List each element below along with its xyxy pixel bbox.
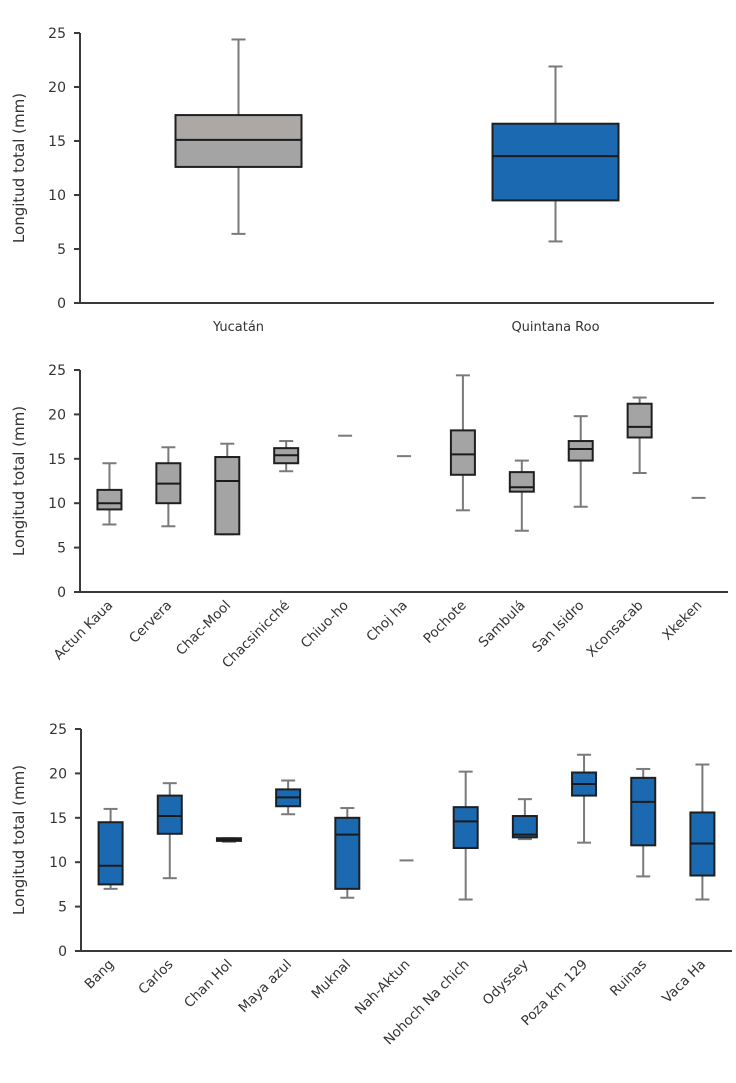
x-tick-label: Odyssey — [480, 957, 532, 1009]
box-poza-km-129 — [571, 753, 598, 844]
y-tick-label: 20 — [49, 766, 67, 782]
box-iqr — [97, 821, 124, 886]
box-vaca-ha — [689, 763, 716, 901]
x-tick-label: Chan Hol — [181, 957, 236, 1012]
box-iqr — [214, 456, 241, 536]
x-tick-label: Muknal — [308, 957, 354, 1003]
x-tick-label: Chiuo-ho — [298, 598, 352, 652]
x-tick-label: Pochote — [420, 598, 469, 647]
y-tick-label: 5 — [57, 541, 66, 557]
x-tick-label: San Isidro — [529, 598, 587, 656]
box-odyssey — [511, 798, 538, 841]
x-tick-label: Bang — [82, 957, 118, 993]
panel-3: 0 5 10 15 20 25 Longitud total (mm) Bang Carlos C… — [10, 722, 732, 1048]
x-tick-label: Yucatán — [212, 320, 264, 335]
x-tick-label: Xconsacab — [583, 598, 646, 661]
box-chan-hol — [215, 837, 242, 843]
x-tick-label: Chac-Mool — [173, 598, 234, 659]
y-tick-label: 15 — [49, 811, 67, 827]
box-iqr — [449, 429, 476, 476]
box-iqr — [626, 402, 653, 439]
box-chacsinicch- — [273, 440, 300, 473]
box-iqr — [334, 816, 361, 890]
panel-1: 0 5 10 15 20 25 Longitud total (mm) Yucatán Quin… — [10, 26, 714, 335]
y-tick-label: 25 — [48, 26, 66, 42]
box-iqr — [567, 440, 594, 462]
box-muknal — [334, 807, 361, 899]
x-tick-label: Xkeken — [659, 598, 705, 644]
x-tick-label: Nah-Aktun — [352, 957, 413, 1018]
box-ruinas — [630, 767, 657, 878]
x-tick-label: Actun Kaua — [51, 598, 117, 664]
box-lower-half — [175, 139, 302, 167]
box-carlos — [156, 782, 183, 880]
box-iqr — [96, 488, 123, 511]
box-iqr — [452, 806, 479, 849]
y-axis-title: Longitud total (mm) — [10, 406, 28, 556]
box-iqr — [508, 471, 535, 493]
x-tick-label: Vaca Ha — [659, 957, 709, 1007]
y-axis-title: Longitud total (mm) — [10, 93, 28, 243]
y-tick-label: 0 — [57, 585, 66, 601]
x-tick-label: Carlos — [135, 957, 176, 998]
x-tick-label: Sambulá — [476, 598, 529, 651]
box-actun-kaua — [96, 462, 123, 526]
box-cervera — [155, 446, 182, 528]
x-tick-label: Maya azul — [235, 957, 294, 1016]
y-tick-label: 0 — [57, 296, 66, 312]
box-sambul- — [508, 459, 535, 532]
box-quintana-roo — [491, 65, 620, 243]
x-tick-label: Quintana Roo — [511, 320, 599, 335]
y-tick-label: 0 — [58, 944, 67, 960]
y-tick-label: 15 — [48, 134, 66, 150]
y-tick-label: 5 — [58, 900, 67, 916]
y-tick-label: 20 — [48, 80, 66, 96]
box-iqr — [491, 122, 620, 202]
box-pochote — [449, 374, 476, 512]
y-tick-label: 20 — [48, 407, 66, 423]
y-tick-label: 15 — [48, 452, 66, 468]
x-tick-label: Ruinas — [607, 957, 650, 1000]
y-tick-label: 10 — [48, 188, 66, 204]
box-upper-half — [175, 115, 302, 140]
box-chac-mool — [214, 442, 241, 536]
x-tick-label: Choj ha — [363, 598, 410, 645]
box-bang — [97, 807, 124, 890]
y-tick-label: 25 — [49, 722, 67, 738]
box-outline — [174, 114, 303, 168]
box-iqr — [630, 776, 657, 847]
y-tick-label: 5 — [57, 242, 66, 258]
y-tick-label: 10 — [48, 496, 66, 512]
y-tick-label: 25 — [48, 363, 66, 379]
box-iqr — [156, 794, 183, 835]
box-nohoch-na-chich — [452, 770, 479, 901]
y-axis-title: Longitud total (mm) — [10, 765, 28, 915]
box-xconsacab — [626, 396, 653, 475]
y-tick-label: 10 — [49, 855, 67, 871]
x-tick-label: Cervera — [126, 598, 175, 647]
box-maya-azul — [275, 779, 302, 816]
box-iqr — [511, 815, 538, 839]
box-san-isidro — [567, 415, 594, 508]
box-yucat-n — [174, 38, 303, 235]
